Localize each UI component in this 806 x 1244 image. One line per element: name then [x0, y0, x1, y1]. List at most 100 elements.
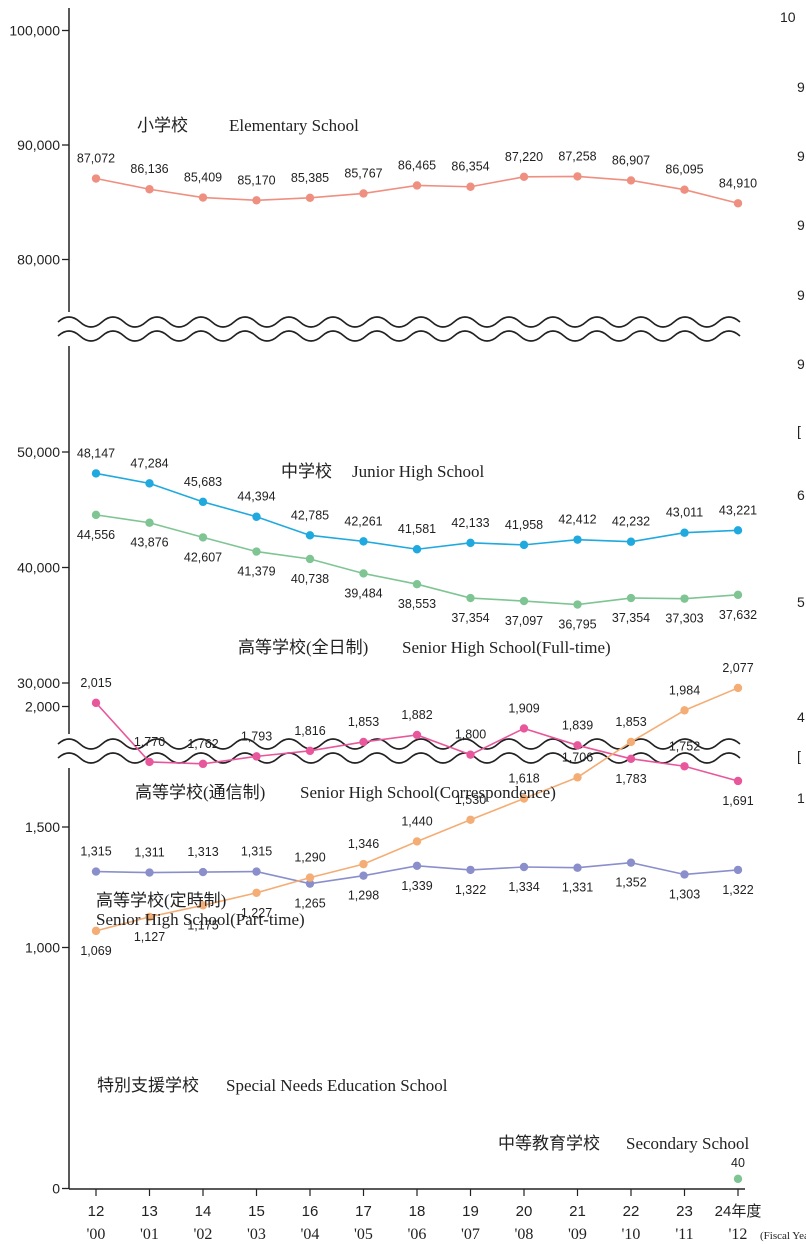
x-tick-label: 16: [302, 1203, 319, 1220]
data-point-fulltime: [252, 547, 261, 556]
data-label-fulltime: 37,097: [505, 614, 543, 628]
data-label-elementary: 85,767: [344, 166, 382, 180]
data-label-special: 1,853: [615, 715, 646, 729]
data-point-correspondence: [626, 754, 636, 763]
data-label-correspondence: 1,853: [348, 715, 379, 729]
data-label-secondary: 40: [731, 1156, 745, 1170]
x-tick-label-western: '10: [622, 1226, 641, 1243]
series-label-correspondence-en: Senior High School(Correspondence): [300, 783, 556, 802]
edge-fragment: 9: [797, 287, 805, 303]
data-point-elementary: [305, 193, 315, 203]
data-point-special: [252, 888, 261, 897]
series-label-fulltime-jp: 高等学校(全日制): [238, 638, 368, 657]
x-tick-label-western: '12: [729, 1226, 748, 1243]
clipped-right-edge-fragments: 10 9 9 9 9 9 [6 5 4 [1: [780, 9, 805, 806]
data-point-elementary: [466, 182, 475, 191]
data-label-parttime: 1,339: [401, 879, 432, 893]
y-tick-label: 0: [52, 1181, 60, 1197]
data-label-junior: 47,284: [130, 456, 168, 470]
x-tick-label: 14: [195, 1203, 212, 1220]
x-tick-label-western: '01: [140, 1226, 159, 1243]
data-point-elementary: [573, 172, 582, 181]
data-point-special: [91, 926, 101, 936]
data-labels: 87,072 86,136 85,409 85,170 85,385 85,767 86,4…: [77, 149, 757, 1169]
series-label-junior-en: Junior High School: [352, 462, 485, 481]
y-tick-label: 1,000: [25, 940, 60, 956]
edge-fragment: 9: [797, 217, 805, 233]
data-label-special: 1,227: [241, 906, 272, 920]
data-point-junior: [573, 535, 582, 544]
data-point-elementary: [680, 185, 689, 194]
data-label-parttime: 1,311: [134, 846, 164, 860]
data-label-fulltime: 37,354: [451, 611, 489, 625]
data-point-parttime: [252, 867, 261, 876]
data-label-junior: 42,232: [612, 515, 650, 529]
data-point-correspondence: [198, 759, 208, 769]
data-label-junior: 42,133: [451, 516, 489, 530]
data-label-correspondence: 1,839: [562, 718, 593, 732]
series-label-junior-jp: 中学校: [281, 462, 332, 481]
data-point-fulltime: [198, 533, 208, 542]
x-tick-label: 22: [623, 1203, 640, 1220]
x-tick-label: 21: [569, 1203, 586, 1220]
series-label-special-jp: 特別支援学校: [97, 1076, 199, 1095]
data-point-correspondence: [466, 750, 475, 759]
data-point-fulltime: [305, 554, 315, 564]
data-point-special: [626, 737, 636, 747]
data-label-parttime: 1,303: [669, 887, 700, 901]
data-label-elementary: 87,072: [77, 152, 115, 166]
data-point-special: [573, 773, 582, 782]
data-point-elementary: [626, 176, 636, 185]
data-label-special: 1,290: [294, 851, 325, 865]
data-label-correspondence: 2,015: [80, 676, 111, 690]
edge-fragment: 10: [780, 9, 796, 25]
data-point-parttime: [359, 871, 368, 880]
data-point-correspondence: [412, 730, 422, 740]
series-label-correspondence-jp: 高等学校(通信制): [135, 783, 265, 802]
data-point-junior: [91, 469, 101, 478]
data-label-junior: 42,785: [291, 508, 329, 522]
data-label-correspondence: 1,762: [187, 737, 218, 751]
data-label-junior: 42,412: [558, 513, 596, 527]
data-point-parttime: [573, 863, 582, 872]
data-label-parttime: 1,352: [615, 876, 646, 890]
data-point-junior: [519, 540, 529, 550]
edge-fragment: 9: [797, 79, 805, 95]
data-label-elementary: 85,170: [237, 173, 275, 187]
data-label-correspondence: 1,816: [294, 724, 325, 738]
data-label-special: 1,346: [348, 837, 379, 851]
series-label-secondary-en: Secondary School: [626, 1134, 750, 1153]
data-point-junior: [680, 528, 689, 537]
data-label-junior: 43,221: [719, 503, 757, 517]
data-label-correspondence: 1,882: [401, 708, 432, 722]
y-tick-label: 80,000: [17, 252, 60, 268]
data-label-junior: 42,261: [344, 514, 382, 528]
data-point-junior: [466, 538, 475, 548]
x-tick-label-western: '04: [301, 1226, 320, 1243]
data-point-correspondence: [91, 698, 101, 708]
data-point-junior: [252, 512, 261, 521]
data-label-correspondence: 1,793: [241, 729, 272, 743]
data-point-fulltime: [573, 600, 582, 609]
data-label-parttime: 1,322: [722, 883, 753, 897]
data-label-fulltime: 44,556: [77, 528, 115, 542]
data-point-elementary: [145, 185, 154, 194]
data-point-junior: [305, 531, 315, 540]
data-point-junior: [359, 537, 368, 546]
x-tick-label: 24年度: [715, 1203, 762, 1220]
data-point-correspondence: [359, 737, 368, 747]
x-tick-label: 15: [248, 1203, 265, 1220]
data-label-junior: 45,683: [184, 475, 222, 489]
data-point-parttime: [519, 862, 529, 872]
x-tick-label: 19: [462, 1203, 479, 1220]
x-tick-label-western: '11: [675, 1226, 693, 1243]
data-point-fulltime: [626, 593, 636, 603]
y-axis-ticks: 100,000 90,000 80,000 50,000 40,000 30,000 2,0…: [9, 23, 69, 1197]
data-point-parttime: [626, 858, 636, 867]
data-label-parttime: 1,315: [241, 845, 272, 859]
data-label-correspondence: 1,800: [455, 728, 486, 742]
data-point-elementary: [519, 172, 529, 182]
data-point-correspondence: [145, 757, 154, 767]
edge-fragment: 9: [797, 356, 805, 372]
